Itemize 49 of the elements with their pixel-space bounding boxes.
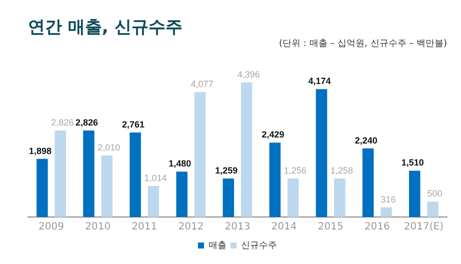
bar [334,178,346,217]
bar [194,92,206,217]
chart-subtitle: (단위 : 매출 – 십억원, 신규수주 – 백만불) [279,39,447,50]
data-label: 4,396 [237,69,260,80]
data-label: 2,429 [262,130,284,140]
x-tick-label: 2014 [271,222,297,233]
bar [269,142,281,217]
bar [288,178,299,217]
data-label: 4,077 [190,79,214,90]
bar [240,82,252,217]
data-label: 1,258 [330,165,353,176]
bar [380,207,392,217]
x-tick-label: 2012 [178,222,204,233]
data-label: 1,898 [28,146,52,156]
bar [54,130,66,217]
bar [427,202,438,217]
data-label: 4,174 [308,76,331,86]
bar [176,172,188,217]
data-label: 1,256 [284,166,306,176]
data-label: 2,240 [354,135,378,146]
data-label: 500 [427,188,442,199]
x-tick-label: 2011 [132,222,158,233]
bar [101,155,113,217]
legend-label: 매출 [208,240,226,251]
data-label: 316 [380,194,396,204]
bar [83,130,94,217]
data-label: 1,014 [144,172,167,183]
x-tick-label: 2010 [85,222,111,233]
x-tick-label: 2017(E) [404,222,444,233]
legend-label: 신규수주 [241,240,277,251]
bar [316,89,328,217]
data-label: 1,480 [168,158,192,169]
bar [222,178,234,217]
bar [409,170,420,217]
data-label: 2,761 [122,119,145,130]
bar [148,186,160,217]
data-label: 1,259 [215,165,238,176]
bar [362,148,374,217]
chart-title: 연간 매출, 신규수주 [28,18,182,38]
x-tick-label: 2016 [364,222,390,233]
bar [36,158,48,217]
data-label: 2,826 [51,117,74,128]
data-label: 2,826 [75,117,98,128]
bar [130,132,141,217]
x-tick-label: 2009 [38,222,64,233]
x-tick-label: 2013 [224,222,250,233]
x-tick-label: 2015 [318,222,344,233]
data-label: 1,510 [401,158,424,168]
data-label: 2,010 [98,142,120,152]
